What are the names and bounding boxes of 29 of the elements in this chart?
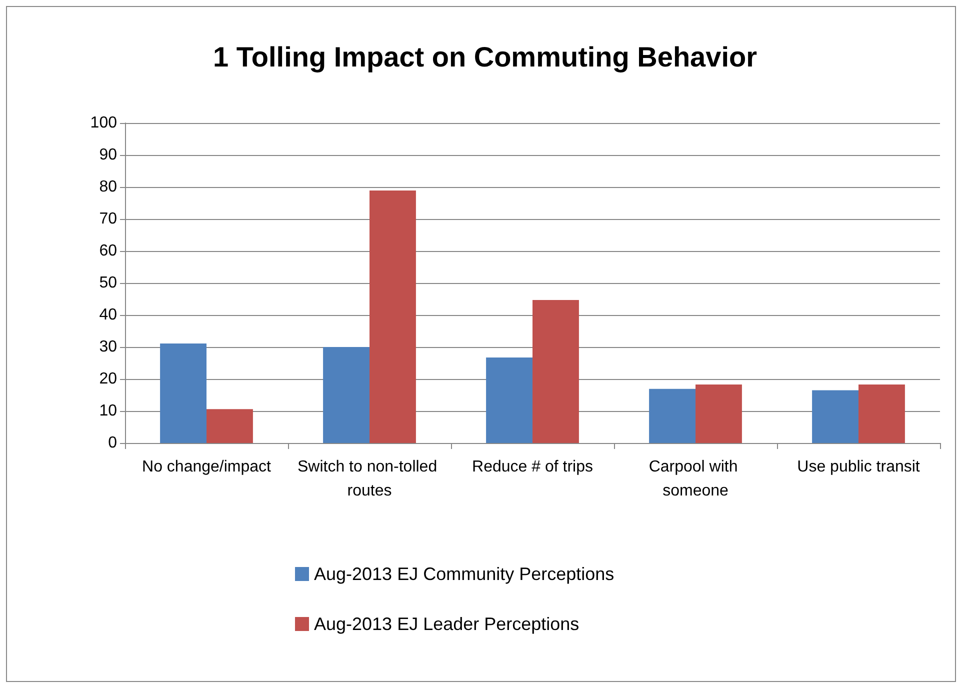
bar xyxy=(160,343,206,443)
legend-label: Aug-2013 EJ Community Perceptions xyxy=(314,564,614,584)
y-tick-label: 90 xyxy=(99,146,118,164)
y-tick-label: 10 xyxy=(99,402,118,420)
x-tick-label: Reduce # of trips xyxy=(472,458,593,476)
x-tick-label: Carpool with someone xyxy=(648,458,742,500)
bar xyxy=(532,300,579,443)
bar xyxy=(812,390,858,443)
bar xyxy=(206,409,253,443)
y-tick-label: 60 xyxy=(99,242,118,260)
y-tick-label: 50 xyxy=(99,274,118,292)
bar xyxy=(858,384,905,443)
y-tick-label: 70 xyxy=(99,210,118,228)
y-tick-label: 20 xyxy=(99,370,118,388)
bar xyxy=(370,190,416,443)
bar xyxy=(323,347,370,443)
y-tick-label: 0 xyxy=(108,434,118,452)
y-tick-label: 30 xyxy=(99,338,118,356)
y-tick-label: 40 xyxy=(99,306,118,324)
y-tick-label: 100 xyxy=(90,114,118,132)
y-tick-label: 80 xyxy=(99,178,118,196)
x-tick-label: No change/impact xyxy=(142,458,272,476)
legend-label: Aug-2013 EJ Leader Perceptions xyxy=(314,614,580,634)
bar xyxy=(649,388,696,443)
chart-title: 1 Tolling Impact on Commuting Behavior xyxy=(213,42,758,72)
bar xyxy=(696,384,742,443)
x-tick-label: Use public transit xyxy=(797,458,920,476)
bar xyxy=(486,358,532,443)
x-tick-label: Switch to non-tolled routes xyxy=(297,458,442,500)
